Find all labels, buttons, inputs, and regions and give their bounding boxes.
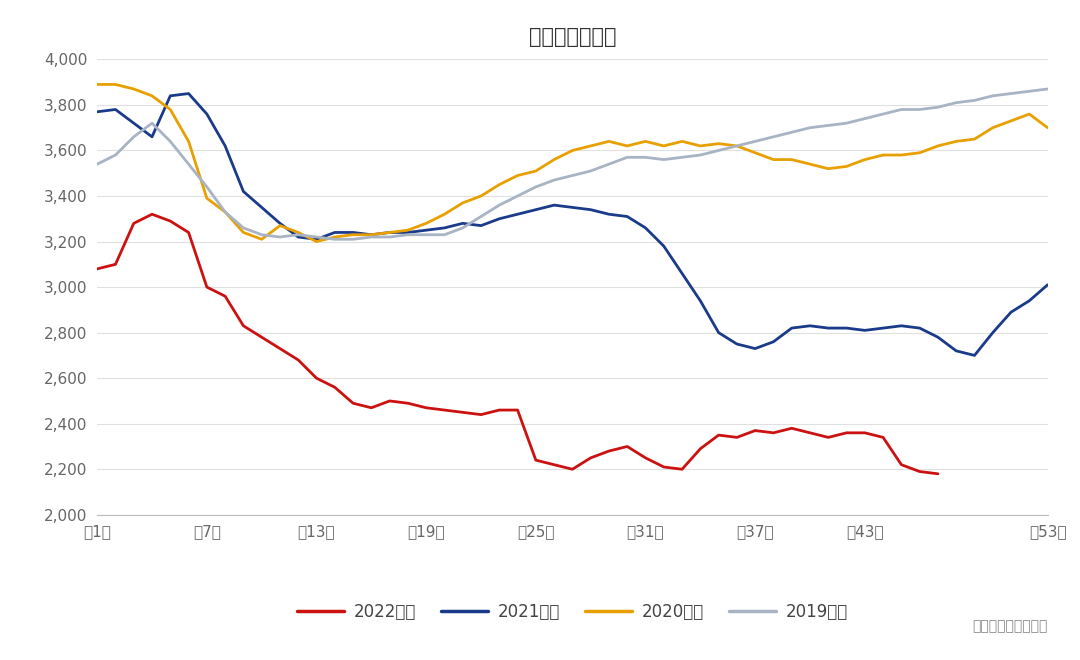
2022年度 [658, 463, 671, 471]
2022年度 [420, 404, 433, 412]
2021年度 [840, 324, 853, 332]
2020年度 [365, 231, 378, 239]
2022年度 [785, 424, 798, 432]
2022年度 [931, 470, 944, 478]
2022年度 [474, 411, 487, 418]
2022年度 [292, 356, 305, 364]
2022年度 [273, 345, 286, 352]
Title: 炼焦煤库存合计: 炼焦煤库存合计 [528, 27, 617, 47]
Text: 数据来源：閒联数据: 数据来源：閒联数据 [972, 620, 1048, 634]
2022年度 [529, 456, 542, 464]
2022年度 [201, 283, 214, 291]
2019年度 [676, 153, 689, 161]
2021年度 [658, 242, 671, 250]
2021年度 [183, 90, 195, 98]
2020年度 [949, 137, 962, 145]
2020年度 [1041, 124, 1054, 132]
2019年度 [949, 99, 962, 107]
2020年度 [676, 137, 689, 145]
2022年度 [877, 434, 890, 442]
2022年度 [237, 322, 249, 330]
2022年度 [621, 442, 634, 450]
2022年度 [730, 434, 743, 442]
2022年度 [603, 447, 616, 455]
2021年度 [91, 108, 104, 115]
2022年度 [383, 397, 396, 405]
2022年度 [712, 431, 725, 439]
2022年度 [914, 467, 927, 475]
2019年度 [658, 156, 671, 164]
2022年度 [347, 399, 360, 407]
2022年度 [822, 434, 835, 442]
2020年度 [712, 140, 725, 148]
Line: 2019年度: 2019年度 [97, 89, 1048, 240]
2022年度 [310, 374, 323, 382]
2020年度 [310, 238, 323, 246]
2022年度 [91, 265, 104, 273]
2021年度 [712, 329, 725, 337]
2022年度 [164, 217, 177, 225]
Legend: 2022年度, 2021年度, 2020年度, 2019年度: 2022年度, 2021年度, 2020年度, 2019年度 [291, 596, 854, 628]
2021年度 [1041, 281, 1054, 289]
2022年度 [566, 465, 579, 473]
2022年度 [402, 399, 415, 407]
2022年度 [183, 228, 195, 236]
2022年度 [639, 454, 652, 462]
2022年度 [748, 426, 761, 434]
2019年度 [840, 119, 853, 127]
2022年度 [693, 445, 706, 453]
2019年度 [1041, 85, 1054, 93]
2022年度 [456, 409, 469, 416]
2019年度 [328, 236, 341, 244]
2020年度 [91, 81, 104, 88]
2022年度 [438, 406, 451, 414]
Line: 2021年度: 2021年度 [97, 94, 1048, 355]
Line: 2022年度: 2022年度 [97, 214, 937, 474]
2022年度 [676, 465, 689, 473]
2022年度 [492, 406, 505, 414]
2022年度 [328, 383, 341, 391]
2022年度 [127, 219, 140, 227]
2022年度 [255, 333, 268, 341]
2019年度 [91, 160, 104, 168]
2019年度 [365, 233, 378, 241]
2021年度 [730, 340, 743, 348]
2020年度 [840, 162, 853, 170]
2021年度 [676, 269, 689, 277]
2022年度 [511, 406, 524, 414]
2022年度 [584, 454, 597, 462]
2022年度 [859, 429, 872, 437]
2020年度 [658, 142, 671, 150]
2022年度 [804, 429, 816, 437]
2021年度 [365, 231, 378, 239]
2021年度 [968, 351, 981, 359]
Line: 2020年度: 2020年度 [97, 84, 1048, 242]
2022年度 [365, 404, 378, 412]
2019年度 [712, 147, 725, 154]
2022年度 [109, 261, 122, 269]
2022年度 [218, 292, 231, 300]
2022年度 [895, 461, 908, 469]
2022年度 [146, 211, 159, 218]
2022年度 [767, 429, 780, 437]
2022年度 [840, 429, 853, 437]
2022年度 [548, 461, 561, 469]
